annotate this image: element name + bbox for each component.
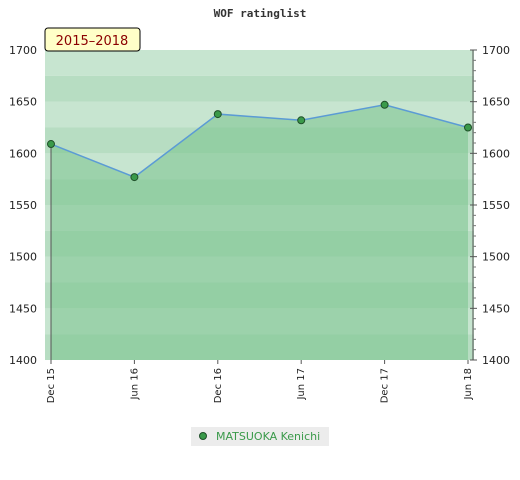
grid-band <box>45 75 474 102</box>
y-tick-label-left: 1400 <box>9 354 37 367</box>
period-badge: 2015–2018 <box>44 27 141 52</box>
series-line <box>50 103 469 178</box>
data-point <box>213 110 222 119</box>
y-tick-label-left: 1650 <box>9 96 37 109</box>
rating-area <box>51 104 468 361</box>
data-point <box>297 116 306 125</box>
y-axis-left: 1400 1450 1500 1550 1600 1650 1700 <box>9 44 37 367</box>
y-tick-label-right: 1450 <box>482 302 510 315</box>
period-label: 2015–2018 <box>56 34 129 49</box>
grid-band <box>45 50 474 76</box>
y-tick-label-left: 1550 <box>9 199 37 212</box>
x-tick-label: Dec 17 <box>380 368 391 403</box>
legend-marker <box>199 432 207 440</box>
x-tick-label: Jun 16 <box>129 368 140 401</box>
y-tick-label-right: 1700 <box>482 44 510 57</box>
y-tick-label-right: 1550 <box>482 199 510 212</box>
x-tick-label: Dec 16 <box>213 368 224 403</box>
x-tick-label: Jun 18 <box>463 368 474 401</box>
x-tick-label: Jun 17 <box>296 368 307 401</box>
data-point <box>47 140 55 149</box>
y-tick-label-right: 1600 <box>482 147 510 160</box>
x-axis: Dec 15 Jun 16 Dec 16 Jun 17 Dec 17 Jun 18 <box>46 140 474 403</box>
area-fill <box>51 104 468 361</box>
chart-title: WOF ratinglist <box>214 7 307 20</box>
y-tick-label-left: 1700 <box>9 44 37 57</box>
y-tick-label-right: 1650 <box>482 96 510 109</box>
y-tick-label-left: 1500 <box>9 251 37 264</box>
y-tick-label-right: 1400 <box>482 354 510 367</box>
data-point <box>130 173 139 182</box>
y-tick-label-left: 1600 <box>9 147 37 160</box>
period-badge-bg <box>44 27 141 52</box>
y-tick-label-right: 1500 <box>482 251 510 264</box>
y-axis-right: 1400 1450 1500 1550 1600 1650 1700 <box>470 44 510 367</box>
y-tick-label-left: 1450 <box>9 302 37 315</box>
data-point <box>464 123 472 132</box>
legend[interactable]: MATSUOKA Kenichi <box>191 427 329 446</box>
legend-bg <box>191 427 329 446</box>
data-point <box>380 100 389 109</box>
x-tick-label: Dec 15 <box>46 368 57 403</box>
legend-series-label: MATSUOKA Kenichi <box>216 430 320 443</box>
series-marks <box>47 100 472 182</box>
